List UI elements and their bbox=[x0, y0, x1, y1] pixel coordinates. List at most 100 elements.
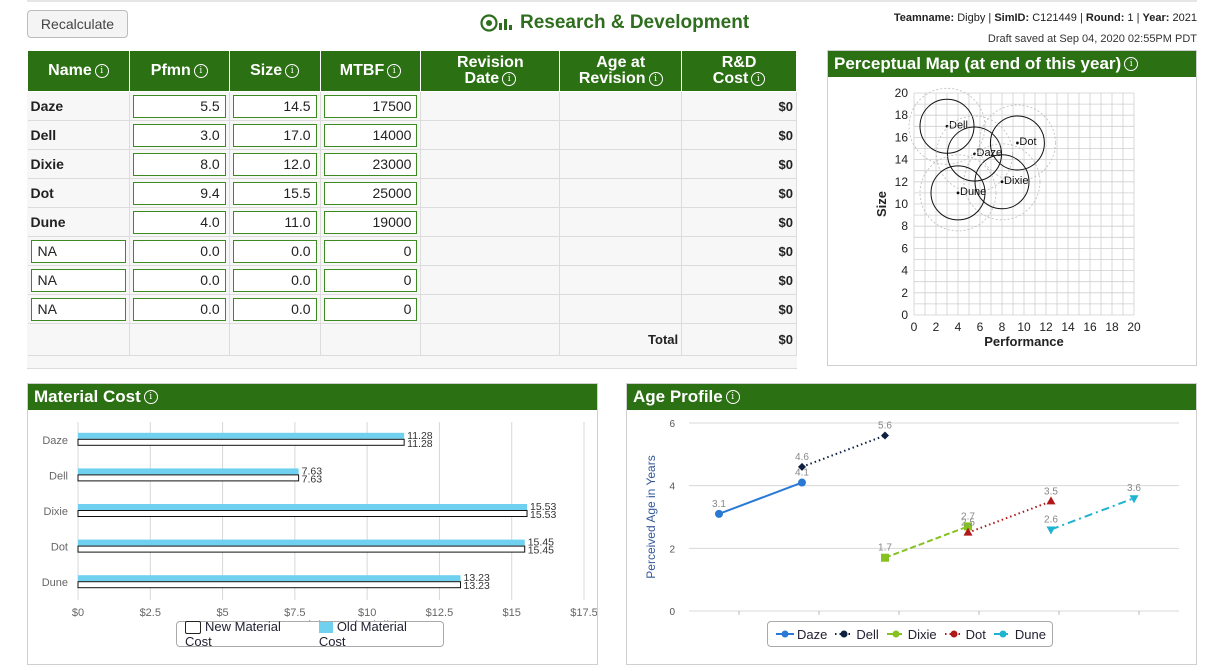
name-input[interactable]: NA bbox=[30, 239, 126, 263]
rd-table: Name i Pfmn i Size i MTBF i Revision Date i Ag… bbox=[27, 50, 797, 356]
data-point bbox=[964, 522, 972, 531]
y-tick-label: 0 bbox=[901, 308, 908, 322]
cell-mtbf: 17500 bbox=[320, 91, 422, 121]
cell-pfmn: 8.0 bbox=[129, 149, 230, 179]
pfmn-input[interactable]: 5.5 bbox=[132, 94, 226, 118]
point-label: 2.7 bbox=[961, 511, 975, 522]
table-row: NA 0.0 0.0 0 $0 bbox=[27, 236, 797, 266]
y-tick-label: 18 bbox=[895, 108, 909, 122]
size-input[interactable]: 0.0 bbox=[232, 297, 317, 321]
y-tick-label: 20 bbox=[895, 86, 909, 100]
top-divider bbox=[27, 0, 1197, 2]
col-mtbf[interactable]: MTBF i bbox=[319, 50, 422, 92]
cell-revision-date bbox=[420, 178, 561, 208]
mtbf-input[interactable]: 0 bbox=[323, 268, 418, 292]
cell-empty bbox=[27, 323, 130, 356]
size-input[interactable]: 12.0 bbox=[232, 152, 317, 176]
info-icon[interactable]: i bbox=[143, 390, 158, 404]
cell-revision-date bbox=[420, 91, 561, 121]
col-size[interactable]: Size i bbox=[228, 50, 321, 92]
pfmn-input[interactable]: 0.0 bbox=[132, 239, 226, 263]
point-label: 2.5 bbox=[961, 518, 975, 529]
perceptual-map-panel: Perceptual Map (at end of this year) i 0 2… bbox=[827, 50, 1197, 366]
mtbf-input[interactable]: 23000 bbox=[323, 152, 418, 176]
mtbf-input[interactable]: 19000 bbox=[323, 210, 418, 234]
legend-dot bbox=[781, 630, 789, 638]
info-icon[interactable]: i bbox=[1124, 57, 1139, 71]
point-label: 1.7 bbox=[878, 543, 892, 554]
size-input[interactable]: 11.0 bbox=[232, 210, 317, 234]
material-cost-legend: New Material Cost Old Material Cost bbox=[176, 618, 444, 650]
x-tick-label: 4 bbox=[955, 320, 962, 334]
legend-dixie[interactable]: Dixie bbox=[886, 626, 937, 642]
legend-new-material[interactable]: New Material Cost bbox=[185, 618, 281, 650]
cell-revision-date bbox=[420, 294, 561, 324]
old-cost-value: 7.63 bbox=[302, 465, 323, 477]
pfmn-input[interactable]: 0.0 bbox=[132, 297, 226, 321]
cell-size: 15.5 bbox=[229, 178, 321, 208]
x-tick-label: $17.5 bbox=[570, 607, 597, 619]
size-input[interactable]: 15.5 bbox=[232, 181, 317, 205]
legend-label: Dixie bbox=[907, 626, 937, 642]
legend-dell[interactable]: Dell bbox=[835, 627, 879, 642]
legend-dot[interactable]: Dot bbox=[944, 627, 986, 642]
product-label: Dot bbox=[1019, 136, 1036, 148]
cell-size: 0.0 bbox=[229, 294, 321, 324]
x-tick-label: $15 bbox=[503, 607, 521, 619]
new-cost-value: 11.28 bbox=[407, 438, 433, 450]
series-line bbox=[801, 434, 886, 468]
y-tick-label: 4 bbox=[901, 264, 908, 278]
product-point bbox=[1000, 180, 1004, 184]
material-cost-header: Material Cost i bbox=[28, 384, 597, 410]
name-input[interactable]: NA bbox=[30, 297, 126, 321]
mtbf-input[interactable]: 14000 bbox=[323, 123, 418, 147]
cell-age-at-revision bbox=[559, 236, 683, 266]
info-icon[interactable]: i bbox=[193, 63, 208, 78]
name-input[interactable]: NA bbox=[30, 268, 126, 292]
total-label: Total bbox=[559, 323, 683, 356]
mtbf-input[interactable]: 25000 bbox=[323, 181, 418, 205]
size-input[interactable]: 0.0 bbox=[232, 268, 317, 292]
legend-dune[interactable]: Dune bbox=[993, 627, 1046, 642]
col-age-at-revision[interactable]: Age at Revision i bbox=[559, 50, 683, 92]
point-label: 3.1 bbox=[712, 499, 726, 510]
category-label: Dixie bbox=[44, 506, 68, 518]
pfmn-input[interactable]: 4.0 bbox=[132, 210, 226, 234]
mtbf-input[interactable]: 17500 bbox=[323, 94, 418, 118]
legend-old-material[interactable]: Old Material Cost bbox=[318, 619, 407, 649]
col-rd-cost[interactable]: R&D Cost i bbox=[681, 50, 797, 92]
recalculate-button[interactable]: Recalculate bbox=[27, 10, 128, 38]
info-icon[interactable]: i bbox=[94, 63, 109, 78]
pfmn-input[interactable]: 9.4 bbox=[132, 181, 226, 205]
legend-dot bbox=[999, 630, 1007, 638]
size-input[interactable]: 0.0 bbox=[232, 239, 317, 263]
size-input[interactable]: 14.5 bbox=[232, 94, 317, 118]
product-point bbox=[1016, 141, 1019, 145]
legend-marker-icon bbox=[944, 630, 963, 638]
info-icon[interactable]: i bbox=[751, 71, 766, 86]
col-pfmn[interactable]: Pfmn i bbox=[128, 50, 230, 92]
col-revision-date[interactable]: Revision Date i bbox=[420, 50, 561, 92]
table-row: Dell 3.0 17.0 14000 $0 bbox=[27, 120, 797, 150]
cell-rd-cost: $0 bbox=[681, 149, 797, 179]
pfmn-input[interactable]: 0.0 bbox=[132, 268, 226, 292]
info-icon[interactable]: i bbox=[648, 71, 663, 86]
cell-mtbf: 25000 bbox=[320, 178, 422, 208]
info-icon[interactable]: i bbox=[387, 63, 402, 78]
legend-daze[interactable]: Daze bbox=[776, 627, 827, 642]
info-icon[interactable]: i bbox=[725, 390, 740, 404]
y-tick-label: 0 bbox=[669, 607, 675, 618]
pfmn-input[interactable]: 8.0 bbox=[132, 152, 226, 176]
size-input[interactable]: 17.0 bbox=[232, 123, 317, 147]
cell-name: NA bbox=[27, 294, 130, 324]
old-cost-value: 13.23 bbox=[464, 572, 490, 584]
cell-empty bbox=[320, 323, 422, 356]
pfmn-input[interactable]: 3.0 bbox=[132, 123, 226, 147]
data-point bbox=[1046, 526, 1056, 535]
info-icon[interactable]: i bbox=[285, 63, 300, 78]
col-name[interactable]: Name i bbox=[27, 50, 130, 92]
mtbf-input[interactable]: 0 bbox=[323, 297, 418, 321]
cell-rd-cost: $0 bbox=[681, 120, 797, 150]
mtbf-input[interactable]: 0 bbox=[323, 239, 418, 263]
info-icon[interactable]: i bbox=[502, 71, 517, 86]
